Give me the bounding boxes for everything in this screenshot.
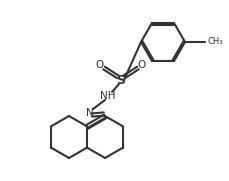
Text: NH: NH <box>100 91 116 101</box>
Text: S: S <box>117 73 125 87</box>
Text: N: N <box>86 108 94 118</box>
Text: O: O <box>138 60 146 70</box>
Text: CH₃: CH₃ <box>208 37 224 47</box>
Text: O: O <box>96 60 104 70</box>
